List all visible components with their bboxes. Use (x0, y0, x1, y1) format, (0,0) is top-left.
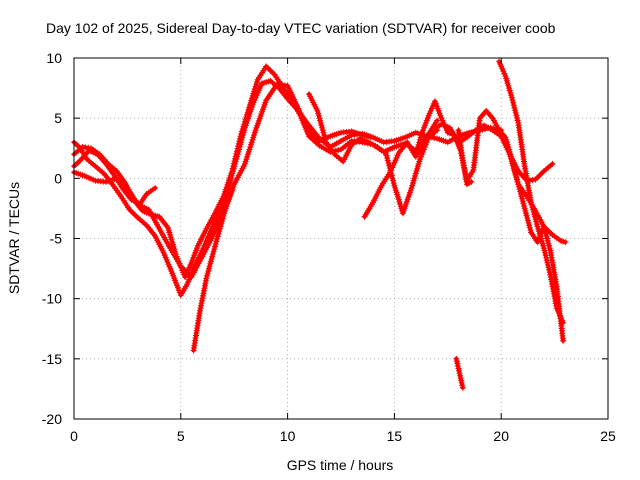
series-s6 (306, 91, 441, 217)
x-axis-label: GPS time / hours (287, 457, 394, 473)
chart-title: Day 102 of 2025, Sidereal Day-to-day VTE… (46, 20, 556, 36)
y-tick-label-4: -10 (42, 291, 62, 307)
series-s10 (506, 151, 569, 246)
y-tick-label-0: 10 (46, 50, 62, 66)
x-tick-label-5: 25 (600, 428, 616, 444)
y-tick-label-1: 5 (54, 110, 62, 126)
series-s12 (455, 127, 475, 188)
x-tick-label-0: 0 (70, 428, 78, 444)
x-tick-label-1: 5 (177, 428, 185, 444)
y-tick-label-6: -20 (42, 411, 62, 427)
y-tick-label-3: -5 (50, 231, 63, 247)
y-tick-label-2: 0 (54, 170, 62, 186)
x-tick-label-2: 10 (280, 428, 296, 444)
series-s11 (453, 355, 466, 391)
x-tick-label-3: 15 (387, 428, 403, 444)
series-s5 (190, 187, 236, 354)
series-points-s11 (453, 355, 466, 391)
y-tick-label-5: -15 (42, 351, 62, 367)
series-points-s12 (455, 127, 475, 188)
series-points-s6 (306, 91, 441, 217)
y-axis-label: SDTVAR / TECUs (6, 182, 22, 294)
axis-ticks: 0 5 10 15 20 25 10 5 0 -5 -10 -15 -20 (42, 50, 616, 444)
series-points-s10 (506, 151, 569, 246)
x-tick-label-4: 20 (493, 428, 509, 444)
series-points-s5 (190, 187, 236, 354)
